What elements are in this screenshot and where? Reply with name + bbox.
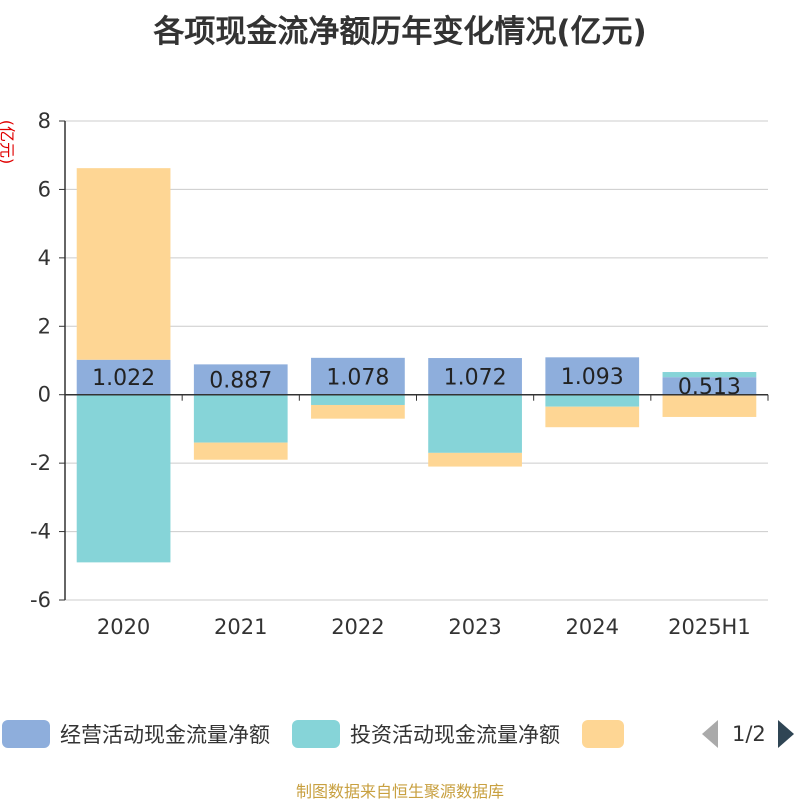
bar-operating-2022: [311, 357, 405, 395]
bar-investing-2024: [545, 394, 640, 407]
data-label: 1.072: [444, 365, 507, 390]
legend-swatch-third: [582, 720, 624, 748]
legend-item-investing[interactable]: 投资活动现金流量净额: [292, 719, 560, 749]
bar-third-2020: [76, 168, 171, 360]
bar-third-2025H1: [662, 394, 757, 417]
source-note: 制图数据来自恒生聚源数据库: [295, 782, 504, 801]
bar-operating-2025H1: [662, 377, 757, 395]
bar-third-2023: [428, 452, 522, 467]
legend-next-icon[interactable]: [777, 720, 794, 748]
data-label: 1.078: [326, 365, 389, 390]
x-tick-label: 2020: [97, 615, 150, 639]
data-label: 0.513: [678, 375, 741, 400]
y-tick-label: 2: [38, 314, 51, 338]
legend-swatch-investing: [292, 720, 340, 748]
data-label: 1.022: [92, 366, 155, 391]
x-tick-label: 2025H1: [668, 615, 751, 639]
legend-item-third[interactable]: [582, 720, 624, 748]
x-tick-label: 2024: [566, 615, 619, 639]
y-tick-label: 6: [38, 177, 51, 201]
y-tick-label: -6: [30, 588, 51, 612]
legend-pager: 1/2: [702, 718, 794, 750]
legend-label-investing: 投资活动现金流量净额: [350, 723, 560, 747]
bar-third-2022: [311, 404, 405, 419]
bar-investing-2020: [76, 394, 171, 563]
legend-prev-icon[interactable]: [702, 720, 718, 748]
data-label: 1.093: [561, 365, 624, 390]
x-tick-label: 2022: [331, 615, 384, 639]
legend: 经营活动现金流量净额 投资活动现金流量净额: [0, 718, 624, 750]
bar-investing-2022: [311, 394, 405, 405]
x-tick-label: 2023: [448, 615, 501, 639]
y-tick-label: -2: [30, 451, 51, 475]
bar-investing-2023: [428, 394, 522, 453]
legend-page-indicator: 1/2: [732, 722, 766, 746]
bar-operating-2023: [428, 358, 522, 395]
y-tick-label: -4: [30, 520, 51, 544]
bar-operating-2021: [193, 364, 288, 395]
bar-investing-2025H1: [662, 372, 757, 378]
bar-third-2024: [545, 406, 640, 428]
bar-third-2021: [193, 442, 288, 460]
legend-label-operating: 经营活动现金流量净额: [60, 723, 270, 747]
x-tick-label: 2021: [214, 615, 267, 639]
bar-investing-2021: [193, 394, 288, 443]
y-tick-label: 0: [38, 383, 51, 407]
y-tick-label: 4: [38, 246, 51, 270]
y-tick-label: 8: [38, 109, 51, 133]
bar-operating-2024: [545, 357, 640, 395]
bar-operating-2020: [76, 359, 171, 395]
data-label: 0.887: [209, 369, 272, 394]
chart-title: 各项现金流净额历年变化情况(亿元): [153, 14, 647, 50]
legend-swatch-operating: [2, 720, 50, 748]
legend-item-operating[interactable]: 经营活动现金流量净额: [2, 719, 270, 749]
